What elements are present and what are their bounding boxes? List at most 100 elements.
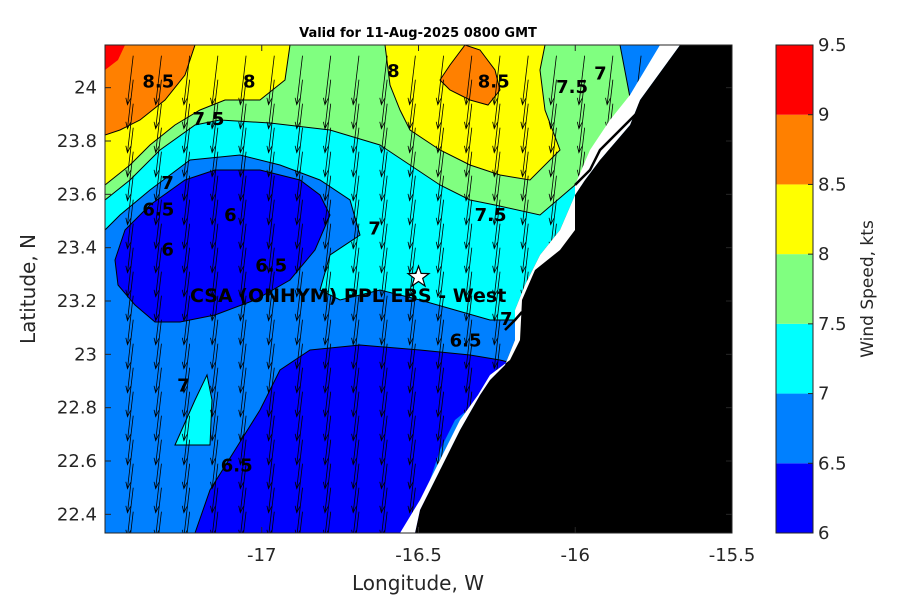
wind-vector bbox=[492, 79, 501, 130]
wind-vector bbox=[125, 487, 134, 533]
wind-vector bbox=[322, 367, 332, 418]
y-tick-label: 23.8 bbox=[57, 131, 97, 152]
wind-vector bbox=[492, 199, 501, 250]
wind-vector bbox=[356, 511, 360, 533]
wind-vector bbox=[492, 295, 501, 346]
colorbar-segment bbox=[776, 254, 813, 324]
wind-vector bbox=[210, 319, 219, 370]
wind-vector bbox=[435, 175, 444, 226]
wind-vector bbox=[294, 463, 303, 514]
wind-vector bbox=[238, 79, 247, 130]
wind-vector bbox=[407, 295, 416, 346]
wind-vector bbox=[105, 415, 106, 420]
wind-vector bbox=[520, 199, 529, 250]
wind-vector bbox=[327, 511, 332, 533]
wind-vector bbox=[238, 247, 247, 298]
wind-vector bbox=[322, 343, 332, 394]
wind-vector bbox=[322, 295, 332, 346]
wind-vector bbox=[153, 343, 162, 394]
wind-vector bbox=[181, 343, 191, 394]
wind-vector bbox=[266, 463, 275, 514]
y-tick-label: 24 bbox=[74, 78, 97, 99]
land-mask bbox=[415, 45, 732, 533]
wind-vector bbox=[105, 103, 106, 108]
wind-vector bbox=[548, 55, 557, 106]
wind-vector bbox=[351, 487, 360, 533]
wind-vector bbox=[379, 175, 388, 226]
wind-vector bbox=[105, 175, 106, 180]
wind-vector bbox=[294, 271, 303, 322]
wind-vector bbox=[210, 487, 219, 533]
colorbar-tick-label: 6.5 bbox=[818, 453, 847, 474]
wind-vector bbox=[105, 199, 106, 204]
wind-vector bbox=[210, 175, 219, 226]
colorbar-tick-label: 8 bbox=[818, 244, 829, 265]
wind-vector bbox=[238, 223, 247, 274]
contour-fill-6-6_5-lower bbox=[195, 345, 520, 533]
wind-vector bbox=[322, 319, 332, 370]
map-area[interactable] bbox=[98, 45, 732, 561]
contour-label: 7 bbox=[368, 218, 381, 239]
wind-vector bbox=[125, 79, 134, 130]
y-axis-ticks: 22.4 22.6 22.8 23 23.2 23.4 23.6 23.8 24 bbox=[57, 78, 732, 525]
wind-vector bbox=[351, 415, 360, 466]
wind-vector bbox=[492, 223, 501, 274]
wind-vector bbox=[181, 151, 191, 202]
wind-vector bbox=[238, 127, 247, 178]
wind-vector bbox=[181, 103, 191, 154]
wind-vector bbox=[435, 199, 444, 250]
wind-vector bbox=[153, 79, 162, 130]
wind-vector bbox=[351, 79, 360, 130]
site-marker[interactable] bbox=[406, 264, 431, 288]
wind-vector bbox=[210, 127, 219, 178]
wind-vector bbox=[105, 151, 106, 156]
wind-vector bbox=[351, 199, 360, 250]
y-axis-label: Latitude, N bbox=[16, 234, 40, 344]
contour-label: 6 bbox=[161, 240, 174, 261]
wind-vector bbox=[105, 367, 106, 372]
wind-vector bbox=[379, 343, 388, 394]
wind-vector bbox=[379, 55, 388, 106]
wind-vector bbox=[520, 79, 529, 130]
wind-vector bbox=[384, 511, 388, 533]
x-tick-label: -15.5 bbox=[709, 545, 756, 566]
contour-labels: 8.5 8 7.5 8 8.5 7.5 7 7 6.5 6 6 6.5 7 7.5 7 6.5 7 6.5 bbox=[142, 61, 606, 477]
wind-vector bbox=[238, 415, 247, 466]
wind-vector bbox=[407, 415, 416, 466]
colorbar-tick-label: 8.5 bbox=[818, 174, 847, 195]
wind-vector bbox=[379, 319, 388, 370]
wind-vector bbox=[186, 511, 191, 533]
wind-vector bbox=[266, 127, 275, 178]
wind-vector bbox=[492, 55, 501, 106]
contour-label: 7.5 bbox=[556, 77, 588, 98]
wind-vector bbox=[464, 199, 473, 250]
wind-vector bbox=[266, 487, 275, 533]
wind-vector bbox=[105, 271, 106, 276]
y-tick-label: 23.2 bbox=[57, 291, 97, 312]
wind-vector bbox=[576, 55, 586, 106]
wind-vector bbox=[181, 223, 191, 274]
contour-fill-7-7_5-upper bbox=[105, 120, 575, 320]
contour-label: 6.5 bbox=[255, 256, 287, 277]
wind-vector bbox=[125, 223, 134, 274]
wind-vector bbox=[105, 319, 106, 324]
wind-vector bbox=[299, 511, 303, 533]
wind-vector bbox=[125, 175, 134, 226]
wind-vector bbox=[322, 55, 332, 106]
wind-vector bbox=[210, 295, 219, 346]
y-tick-label: 22.6 bbox=[57, 451, 97, 472]
wind-vector bbox=[238, 367, 247, 418]
wind-vector bbox=[181, 55, 191, 106]
colorbar-segment bbox=[776, 114, 813, 185]
wind-vector bbox=[548, 127, 557, 178]
wind-vector bbox=[105, 127, 106, 132]
x-tick-label: -17 bbox=[247, 545, 276, 566]
wind-vector bbox=[322, 271, 332, 322]
contour-fill-7_5-8-notch bbox=[275, 45, 400, 120]
colorbar-tick-label: 9.5 bbox=[818, 35, 847, 56]
contour-label: 6.5 bbox=[221, 456, 253, 477]
wind-vector bbox=[181, 319, 191, 370]
wind-vector bbox=[379, 415, 388, 466]
wind-vector bbox=[266, 175, 275, 226]
wind-vector bbox=[105, 247, 106, 252]
